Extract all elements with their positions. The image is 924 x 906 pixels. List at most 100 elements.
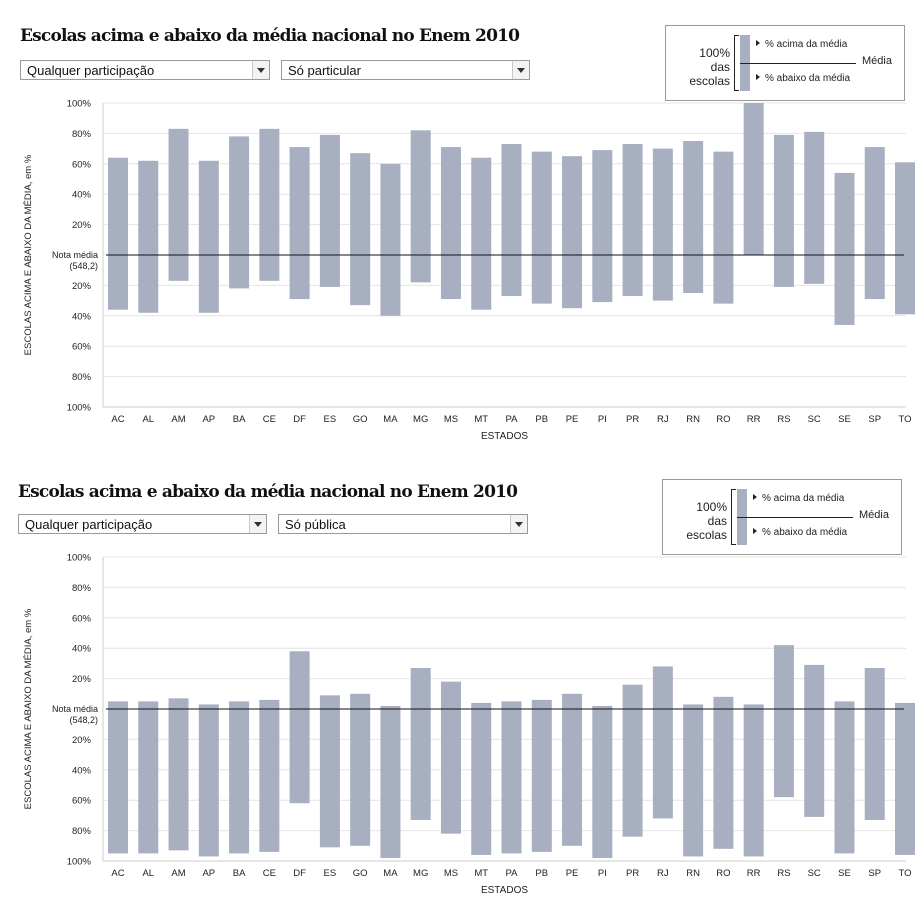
x-tick-label: AL	[142, 414, 154, 425]
y-tick-label: 20%	[72, 220, 92, 231]
bar-above-rj	[652, 148, 673, 255]
x-tick-label: SE	[838, 414, 851, 425]
legend-above-label: % acima da média	[753, 493, 844, 504]
x-tick-label: PA	[506, 868, 519, 879]
bar-below-mt	[471, 709, 492, 855]
x-tick-label: PB	[535, 414, 548, 425]
bar-below-ms	[440, 709, 461, 834]
baseline-label: Nota média	[52, 704, 98, 714]
bar-below-se	[834, 709, 855, 854]
legend-total-das: das	[710, 60, 730, 74]
bar-below-rn	[683, 255, 704, 293]
chevron-down-icon[interactable]	[510, 515, 527, 533]
bar-above-ro	[713, 696, 734, 709]
chart-panel-particular: Escolas acima e abaixo da média nacional…	[0, 0, 924, 452]
bar-above-pb	[531, 699, 552, 709]
x-tick-label: PI	[598, 414, 607, 425]
x-tick-label: GO	[353, 414, 368, 425]
x-tick-label: DF	[293, 414, 306, 425]
bar-below-sc	[804, 255, 825, 284]
x-tick-label: SE	[838, 868, 851, 879]
bar-above-sc	[804, 664, 825, 709]
x-tick-label: RN	[686, 414, 700, 425]
bar-above-rn	[683, 704, 704, 709]
chevron-down-icon[interactable]	[249, 515, 266, 533]
legend-total-pct: 100%	[699, 46, 730, 60]
x-tick-label: PR	[626, 414, 639, 425]
x-tick-label: DF	[293, 868, 306, 879]
bar-above-ba	[229, 701, 250, 709]
x-tick-label: PR	[626, 868, 639, 879]
chevron-down-icon[interactable]	[512, 61, 529, 79]
participation-select[interactable]: Qualquer participação	[18, 514, 267, 534]
legend-box: 100% das escolas % acima da média % abai…	[662, 479, 902, 555]
bar-above-ap	[198, 160, 219, 255]
bar-above-rr	[743, 704, 764, 709]
chevron-down-icon[interactable]	[252, 61, 269, 79]
bar-above-pr	[622, 684, 643, 709]
y-tick-label: 60%	[72, 796, 92, 807]
bar-below-go	[350, 255, 371, 306]
x-tick-label: RN	[686, 868, 700, 879]
bar-below-pr	[622, 709, 643, 837]
bar-above-sc	[804, 131, 825, 255]
participation-select[interactable]: Qualquer participação	[20, 60, 270, 80]
bar-chart-publica: 100% 80% 60% 40% 20% 20% 40% 60% 80% 100% AC AL AM AP…	[23, 553, 916, 896]
bar-above-ce	[259, 699, 280, 709]
baseline-label: Nota média	[52, 250, 98, 260]
y-tick-label: 20%	[72, 281, 92, 292]
y-tick-label: 80%	[72, 129, 92, 140]
bar-above-es	[319, 134, 340, 255]
bar-above-sp	[864, 147, 885, 255]
school-type-select-value: Só particular	[288, 63, 361, 78]
x-tick-label: PE	[566, 868, 579, 879]
bar-below-ce	[259, 255, 280, 281]
bar-above-rr	[743, 103, 764, 255]
bar-below-se	[834, 255, 855, 325]
x-tick-label: RS	[777, 868, 790, 879]
chart-panel-publica: Escolas acima e abaixo da média nacional…	[0, 454, 924, 906]
y-tick-label: 100%	[67, 403, 92, 414]
bar-above-pe	[562, 156, 583, 255]
x-tick-label: PE	[566, 414, 579, 425]
bar-below-ap	[198, 255, 219, 313]
bar-above-to	[895, 162, 916, 255]
bar-above-sp	[864, 667, 885, 709]
bar-above-df	[289, 651, 310, 709]
bar-above-es	[319, 695, 340, 709]
x-tick-label: RR	[747, 414, 761, 425]
legend-media-label: Média	[859, 509, 889, 521]
chart-title: Escolas acima e abaixo da média nacional…	[20, 26, 520, 46]
bar-below-rn	[683, 709, 704, 857]
y-tick-label: 40%	[72, 644, 92, 655]
bar-below-al	[138, 709, 159, 854]
bar-above-ro	[713, 151, 734, 255]
x-tick-label: PI	[598, 868, 607, 879]
bar-below-ac	[108, 255, 128, 310]
x-axis-title: ESTADOS	[481, 885, 528, 896]
y-tick-label: 60%	[72, 342, 92, 353]
x-tick-label: RR	[747, 868, 761, 879]
x-tick-label: AP	[202, 414, 215, 425]
bar-below-ma	[380, 255, 401, 316]
bar-above-mt	[471, 702, 492, 709]
bar-above-al	[138, 701, 159, 709]
school-type-select[interactable]: Só particular	[281, 60, 530, 80]
bar-above-pi	[592, 150, 613, 255]
x-tick-label: AM	[171, 414, 185, 425]
bar-above-df	[289, 147, 310, 255]
y-tick-label: 20%	[72, 735, 92, 746]
bar-above-am	[168, 128, 189, 255]
y-tick-label: 100%	[67, 857, 92, 868]
bar-above-ms	[440, 147, 461, 255]
x-tick-label: SP	[868, 868, 881, 879]
x-tick-label: BA	[233, 868, 246, 879]
school-type-select[interactable]: Só pública	[278, 514, 528, 534]
bar-below-df	[289, 255, 310, 300]
bar-below-sc	[804, 709, 825, 817]
x-tick-label: CE	[263, 868, 276, 879]
bar-below-es	[319, 255, 340, 287]
legend-below-label: % abaixo da média	[756, 73, 850, 84]
bar-below-mg	[410, 709, 431, 820]
bar-below-ro	[713, 709, 734, 849]
